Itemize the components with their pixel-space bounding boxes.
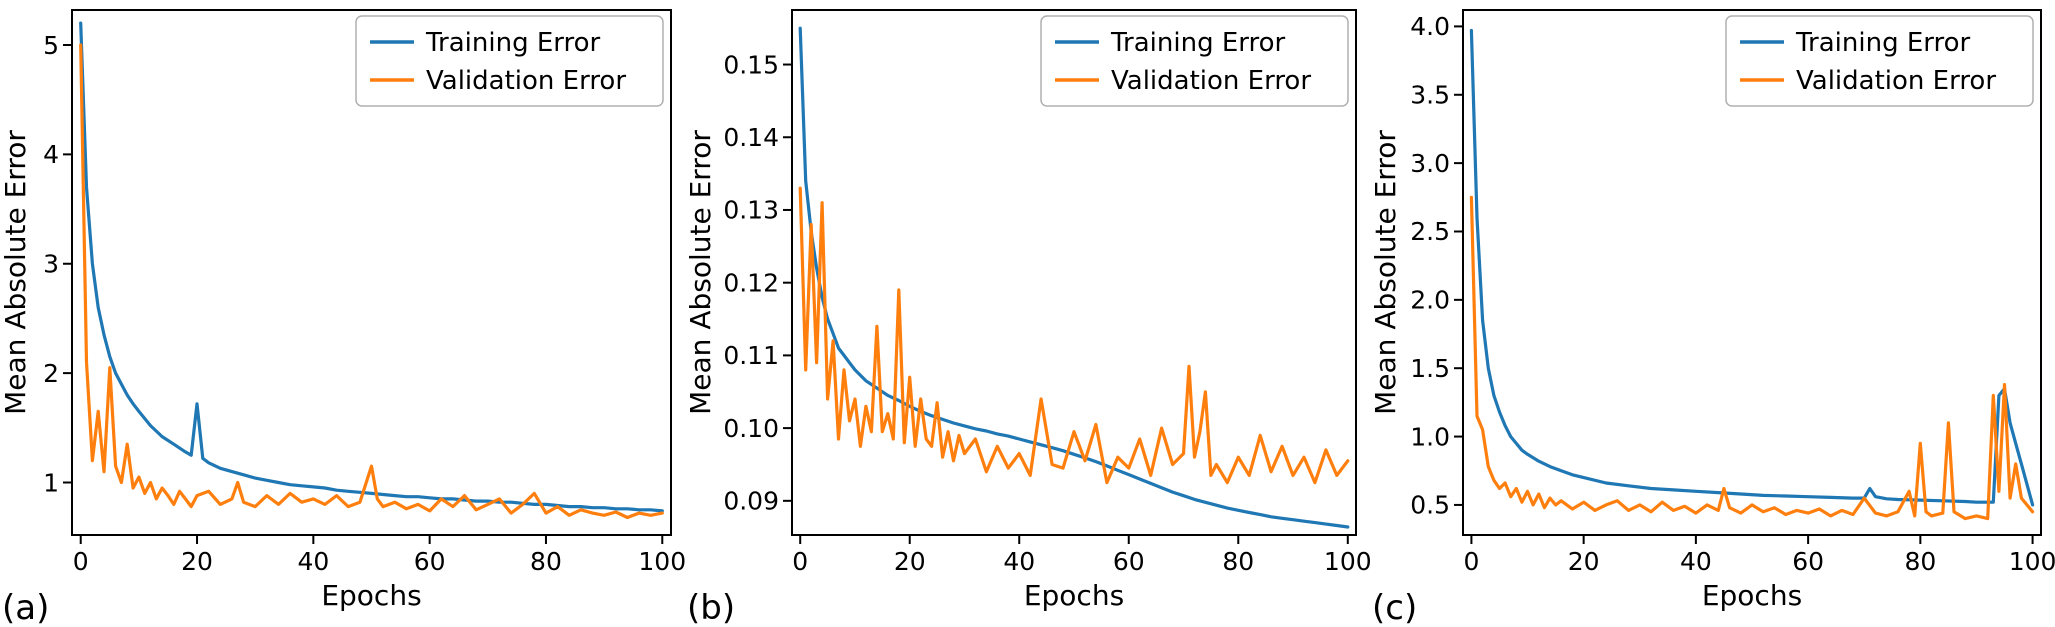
training-error-line xyxy=(79,21,664,513)
chart-panel-b: 0 20 40 60 80 100 0.09 0.10 0.11 0.12 0.13 0.14 0.15… xyxy=(685,0,1370,627)
legend-label: Validation Error xyxy=(426,66,626,96)
x-tick-label: 60 xyxy=(1113,547,1145,576)
y-axis-label: Mean Absolute Error xyxy=(1370,130,1402,415)
chart-a: 0 20 40 60 80 100 1 2 3 4 5 Epochs Mean Absolute Err… xyxy=(0,9,685,612)
x-tick-label: 100 xyxy=(2009,547,2055,576)
x-tick-label: 80 xyxy=(1904,547,1936,576)
y-tick-label: 0.12 xyxy=(723,268,779,297)
legend-label: Training Error xyxy=(1110,28,1286,58)
legend: Training Error Validation Error xyxy=(1725,15,2034,107)
legend: Training Error Validation Error xyxy=(1040,15,1349,107)
panel-label-b: (b) xyxy=(687,588,736,627)
x-tick-label: 60 xyxy=(414,547,446,576)
y-tick-label: 0.13 xyxy=(723,196,779,225)
x-axis-label: Epochs xyxy=(321,579,421,612)
y-tick-label: 1.5 xyxy=(1410,354,1450,383)
x-tick-label: 20 xyxy=(894,547,926,576)
chart-b: 0 20 40 60 80 100 0.09 0.10 0.11 0.12 0.13 0.14 0.15… xyxy=(685,9,1370,612)
x-tick-label: 20 xyxy=(181,547,213,576)
y-tick-label: 0.15 xyxy=(723,50,779,79)
legend-box xyxy=(1725,15,2034,107)
legend-label: Training Error xyxy=(1795,28,1971,58)
y-tick-label: 0.11 xyxy=(723,341,779,370)
y-tick-label: 4 xyxy=(43,140,59,169)
validation-error-line xyxy=(1469,195,2035,521)
chart-panel-c: 0 20 40 60 80 100 0.5 1.0 1.5 2.0 2.5 3.0 3.5 4.0 Epoc… xyxy=(1370,0,2055,627)
y-tick-label: 3.0 xyxy=(1410,149,1450,178)
y-tick-label: 4.0 xyxy=(1410,12,1450,41)
x-tick-label: 40 xyxy=(1680,547,1712,576)
chart-panel-a: 0 20 40 60 80 100 1 2 3 4 5 Epochs Mean Absolute Err… xyxy=(0,0,685,627)
plot-border xyxy=(71,9,672,536)
y-tick-label: 2 xyxy=(43,359,59,388)
y-axis-label: Mean Absolute Error xyxy=(685,130,717,415)
y-tick-label: 2.0 xyxy=(1410,286,1450,315)
x-tick-label: 20 xyxy=(1568,547,1600,576)
y-axis-label: Mean Absolute Error xyxy=(0,130,32,415)
legend-label: Validation Error xyxy=(1111,66,1311,96)
panel-label-a: (a) xyxy=(2,588,50,627)
y-tick-label: 0.10 xyxy=(723,414,779,443)
legend-label: Validation Error xyxy=(1796,66,1996,96)
training-error-line xyxy=(798,26,1350,529)
x-tick-label: 0 xyxy=(1463,547,1479,576)
x-tick-label: 80 xyxy=(1222,547,1254,576)
validation-error-line xyxy=(798,186,1350,485)
y-tick-label: 1 xyxy=(43,468,59,497)
legend-label: Training Error xyxy=(425,28,601,58)
training-error-line xyxy=(1469,28,2035,507)
y-tick-label: 0.5 xyxy=(1410,491,1450,520)
y-tick-label: 1.0 xyxy=(1410,422,1450,451)
legend: Training Error Validation Error xyxy=(355,15,664,107)
panel-label-c: (c) xyxy=(1372,588,1418,627)
x-axis-label: Epochs xyxy=(1702,579,1802,612)
x-tick-label: 0 xyxy=(792,547,808,576)
y-tick-label: 2.5 xyxy=(1410,217,1450,246)
y-tick-label: 3 xyxy=(43,250,59,279)
y-tick-label: 3.5 xyxy=(1410,81,1450,110)
legend-box xyxy=(1040,15,1349,107)
x-axis-label: Epochs xyxy=(1024,579,1124,612)
x-tick-label: 40 xyxy=(1003,547,1035,576)
plot-border xyxy=(1462,9,2042,536)
y-tick-label: 0.09 xyxy=(723,487,779,516)
y-tick-label: 5 xyxy=(43,31,59,60)
legend-box xyxy=(355,15,664,107)
y-tick-label: 0.14 xyxy=(723,123,779,152)
x-tick-label: 0 xyxy=(73,547,89,576)
x-tick-label: 40 xyxy=(297,547,329,576)
validation-error-line xyxy=(79,43,664,520)
x-tick-label: 80 xyxy=(530,547,562,576)
x-tick-label: 60 xyxy=(1792,547,1824,576)
chart-c: 0 20 40 60 80 100 0.5 1.0 1.5 2.0 2.5 3.0 3.5 4.0 Epoc… xyxy=(1370,9,2055,612)
plot-border xyxy=(791,9,1357,536)
x-tick-label: 100 xyxy=(1324,547,1370,576)
x-tick-label: 100 xyxy=(638,547,685,576)
